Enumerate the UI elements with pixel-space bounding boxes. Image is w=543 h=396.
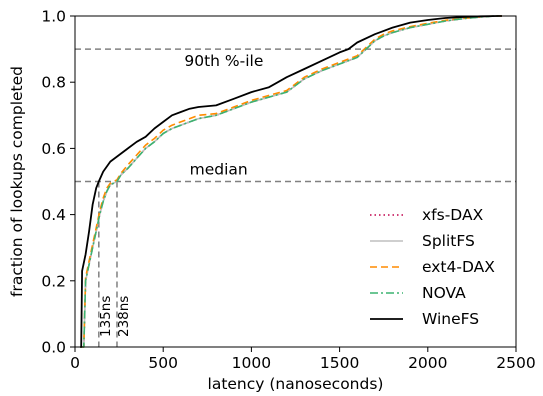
marker-others-label: 238ns [116, 296, 132, 337]
legend-label-winefs: WineFS [422, 310, 479, 328]
legend-label-splitfs: SplitFS [422, 232, 475, 250]
legend-label-nova: NOVA [422, 284, 466, 302]
y-tick-label: 1.0 [41, 8, 66, 26]
y-tick-label: 0.2 [41, 272, 66, 290]
y-tick-label: 0.4 [41, 206, 66, 224]
reference-lines-layer [75, 48, 516, 347]
x-tick-label: 0 [70, 354, 80, 372]
y-axis-title: fraction of lookups completed [8, 66, 26, 297]
legend-label-ext4-dax: ext4-DAX [422, 258, 495, 276]
series-line-nova [80, 15, 502, 348]
y-tick-label: 0.8 [41, 74, 66, 92]
series-layer [80, 15, 502, 348]
series-line-winefs [80, 15, 502, 348]
axes-layer [74, 15, 517, 348]
x-tick-label: 2500 [496, 354, 535, 372]
legend-label-xfs-dax: xfs-DAX [422, 206, 484, 224]
median-label: median [190, 161, 248, 179]
y-tick-label: 0.0 [41, 339, 66, 357]
text-layer: latency (nanoseconds) fraction of lookup… [8, 52, 383, 393]
x-tick-label: 1000 [232, 354, 271, 372]
marker-wine-label: 135ns [98, 296, 114, 337]
p90-label: 90th %-ile [184, 52, 263, 70]
legend: xfs-DAX SplitFS ext4-DAX NOVA WineFS [370, 206, 495, 328]
x-axis-title: latency (nanoseconds) [208, 375, 384, 393]
x-tick-label: 2000 [408, 354, 447, 372]
ticks-layer: 0 500 1000 1500 2000 2500 0.0 0.2 0.4 0.6 0.8 1.0 [41, 8, 535, 373]
x-tick-label: 500 [148, 354, 178, 372]
x-tick-label: 1500 [320, 354, 359, 372]
plot-frame [74, 15, 517, 348]
y-tick-label: 0.6 [41, 140, 66, 158]
